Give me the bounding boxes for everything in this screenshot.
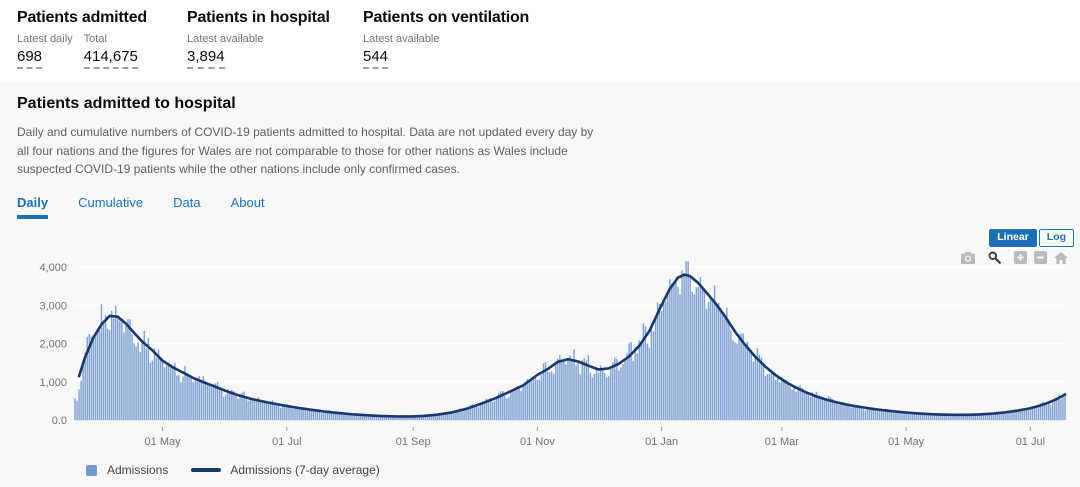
card-tabs: Daily Cumulative Data About [17,195,265,219]
svg-text:01 Sep: 01 Sep [396,436,431,448]
in-hospital-value: 3,894 [187,48,225,69]
summary-patients-on-ventilation: Patients on ventilation Latest available… [363,9,529,69]
legend-admissions-average[interactable]: Admissions (7-day average) [230,463,380,477]
latest-daily-value: 698 [17,48,43,69]
tab-cumulative[interactable]: Cumulative [78,195,144,210]
scale-toggle: Linear Log [987,227,1076,249]
svg-text:01 May: 01 May [145,436,182,448]
zoom-out-icon[interactable] [1034,251,1047,264]
summary-title: Patients admitted [17,9,147,26]
legend-admissions[interactable]: Admissions [107,463,169,477]
svg-text:01 Jan: 01 Jan [645,436,678,448]
metric-label: Latest available [187,33,264,45]
summary-title: Patients in hospital [187,9,330,26]
card-title: Patients admitted to hospital [17,95,236,112]
summary-patients-in-hospital: Patients in hospital Latest available 3,… [187,9,330,69]
average-line-swatch [191,468,222,472]
tab-about[interactable]: About [230,195,265,210]
tab-data[interactable]: Data [173,195,201,210]
svg-text:01 Nov: 01 Nov [520,436,555,448]
linear-scale-button[interactable]: Linear [989,229,1037,247]
metric-latest-available: Latest available 3,894 [187,33,263,69]
admissions-card: Patients admitted to hospital Daily and … [0,82,1080,487]
admissions-chart[interactable]: 0.0 1,000 2,000 3,000 4,000 01 May 01 Jul 01 Se… [0,228,1080,460]
svg-text:01 Jul: 01 Jul [272,436,301,448]
admissions-swatch [86,464,97,476]
svg-text:01 May: 01 May [888,436,925,448]
metric-latest-available: Latest available 544 [363,33,439,69]
zoom-icon[interactable] [988,251,1001,264]
svg-text:1,000: 1,000 [39,377,67,389]
summary-title: Patients on ventilation [363,9,530,26]
ventilation-value: 544 [363,48,389,69]
svg-text:01 Jul: 01 Jul [1016,436,1045,448]
metric-label: Total [83,33,107,45]
svg-text:4,000: 4,000 [39,262,67,274]
chart-legend: Admissions Admissions (7-day average) [86,463,380,477]
log-scale-button[interactable]: Log [1038,229,1074,247]
tab-daily[interactable]: Daily [17,195,49,219]
svg-text:3,000: 3,000 [39,300,67,312]
metric-total: Total 414,675 [83,33,138,69]
total-value: 414,675 [83,48,138,69]
home-icon[interactable] [1054,251,1068,264]
zoom-in-icon[interactable] [1014,251,1027,264]
summary-patients-admitted: Patients admitted Latest daily 698 Total… [17,9,147,69]
metric-latest-daily: Latest daily 698 [17,33,73,69]
summary-header: Patients admitted Latest daily 698 Total… [0,0,1080,82]
metric-label: Latest available [363,33,440,45]
svg-text:2,000: 2,000 [39,339,67,351]
metric-label: Latest daily [17,33,73,45]
camera-icon[interactable] [961,251,975,264]
chart-toolbar [954,251,1068,264]
svg-text:0.0: 0.0 [52,415,67,427]
svg-text:01 Mar: 01 Mar [765,436,800,448]
card-description: Daily and cumulative numbers of COVID-19… [17,125,594,176]
